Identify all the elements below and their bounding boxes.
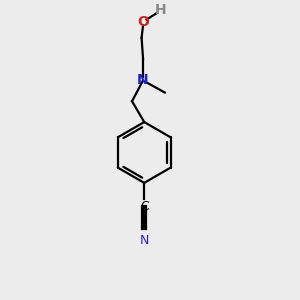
Text: N: N <box>140 233 149 247</box>
Text: C: C <box>140 200 148 213</box>
Text: H: H <box>154 3 166 17</box>
Text: O: O <box>137 15 149 29</box>
Text: N: N <box>137 74 149 87</box>
